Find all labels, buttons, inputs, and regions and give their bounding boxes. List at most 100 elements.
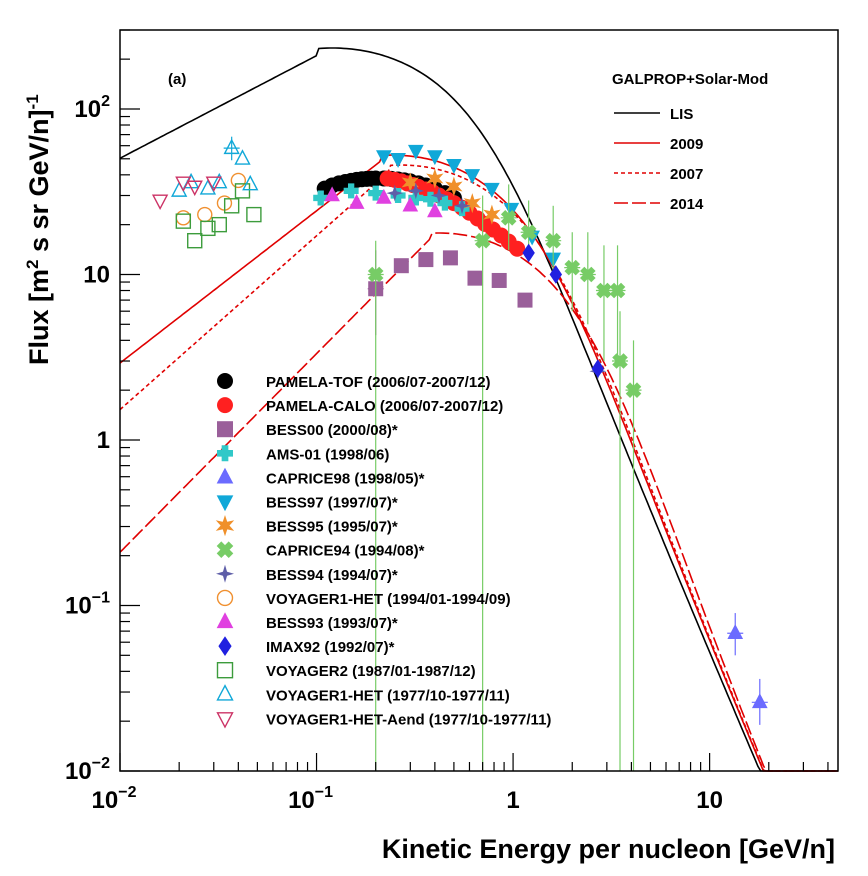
data-point [442, 250, 458, 266]
data-point [564, 259, 581, 276]
data-point [324, 186, 340, 202]
data-point [545, 232, 561, 249]
data-point [223, 198, 240, 214]
data-point [211, 216, 227, 233]
data-point [549, 265, 563, 284]
data-point [343, 183, 359, 199]
legend-marker [217, 373, 233, 389]
legend-label: BESS97 (1997/07)* [266, 495, 398, 512]
data-point [591, 359, 605, 378]
data-point [751, 693, 768, 709]
data-point [474, 232, 491, 249]
legend-marker [218, 636, 232, 657]
data-point [234, 183, 251, 199]
data-point [426, 168, 444, 189]
data-point [234, 149, 251, 165]
legend-marker [216, 541, 234, 559]
axis-tick-labels: 10−2 10−1 1 10 10−2 10−1 1 10 102 [65, 93, 723, 814]
data-point [386, 184, 404, 202]
data-point [205, 176, 222, 192]
data-points [151, 136, 768, 771]
data-point [418, 252, 434, 268]
model-legend: LIS 2009 2007 2014 [614, 106, 704, 213]
legend-label: PAMELA-TOF (2006/07-2007/12) [266, 374, 491, 391]
data-point [376, 150, 392, 166]
data-point [175, 213, 192, 229]
data-point [242, 174, 259, 191]
y-axis-title: Flux [m2 s sr GeV/n]-1 [23, 94, 54, 365]
data-point [313, 190, 329, 206]
legend-label: BESS94 (1994/07)* [266, 567, 398, 584]
legend-marker [216, 495, 234, 512]
legend-label: PAMELA-CALO (2006/07-2007/12) [266, 398, 503, 415]
series-imax92 [522, 243, 605, 378]
data-point [151, 194, 169, 211]
data-point [464, 169, 481, 184]
legend-marker [216, 662, 234, 679]
data-point [230, 172, 247, 189]
legend-marker [216, 564, 234, 583]
model-curve-2007 [119, 164, 838, 772]
data-point [500, 210, 517, 226]
data-point [727, 624, 744, 639]
legend-marker [216, 612, 234, 629]
data-point [223, 138, 240, 155]
series-bess93 [324, 186, 443, 218]
legend-label: VOYAGER1-HET (1994/01-1994/09) [266, 591, 511, 608]
legend-marker [217, 397, 233, 414]
x-tick-label: 10−2 [92, 784, 137, 814]
data-point [437, 195, 453, 211]
data-point [463, 193, 482, 214]
x-tick-label: 10−1 [288, 784, 333, 814]
data-point [446, 159, 462, 174]
data-point [407, 144, 424, 160]
panel-label: (a) [168, 71, 186, 88]
series-voyager2 [175, 183, 262, 249]
legend-label: AMS-01 (1998/06) [266, 446, 389, 463]
legend-label: VOYAGER2 (1987/01-1987/12) [266, 663, 476, 680]
x-tick-label: 1 [506, 787, 519, 814]
data-point [483, 204, 501, 225]
x-axis-title: Kinetic Energy per nucleon [GeV/n] [382, 834, 835, 864]
data-point [430, 187, 448, 204]
legend-label: BESS00 (2000/08)* [266, 422, 398, 439]
legend-marker [216, 467, 234, 484]
data-point [427, 150, 443, 166]
data-point [484, 182, 500, 198]
legend-label: BESS95 (1995/07)* [266, 519, 398, 536]
data-point [407, 182, 425, 200]
series-legend: PAMELA-TOF (2006/07-2007/12) PAMELA-CALO … [215, 373, 551, 729]
legend-marker [217, 421, 233, 438]
data-point [522, 243, 535, 263]
legend-label: VOYAGER1-HET-Aend (1977/10-1977/11) [266, 711, 551, 728]
y-tick-label: 10−1 [65, 589, 110, 619]
data-point [596, 282, 612, 299]
legend-label: CAPRICE94 (1994/08)* [266, 543, 425, 560]
data-point [520, 224, 537, 241]
series-bess00 [367, 250, 533, 336]
data-point [580, 266, 596, 283]
model-legend-label: 2014 [670, 196, 704, 213]
axis-ticks [119, 29, 829, 772]
model-legend-title: GALPROP+Solar-Mod [612, 71, 768, 88]
x-tick-label: 10 [696, 787, 723, 814]
data-point [186, 180, 203, 197]
model-curve-lis [119, 47, 838, 772]
plot-frame [119, 29, 839, 772]
data-point [187, 232, 203, 249]
legend-marker [217, 445, 233, 462]
data-point [211, 172, 228, 189]
data-point [175, 210, 192, 226]
data-point [390, 153, 406, 168]
data-point [625, 382, 642, 398]
y-tick-label: 10−2 [65, 755, 110, 785]
data-point [491, 272, 507, 288]
data-point [393, 258, 409, 274]
data-point [348, 193, 365, 209]
data-point [503, 202, 520, 218]
data-point [367, 266, 384, 283]
legend-label: BESS93 (1993/07)* [266, 615, 398, 632]
series-voyager1-het-aend [151, 176, 222, 211]
data-point [609, 282, 626, 299]
